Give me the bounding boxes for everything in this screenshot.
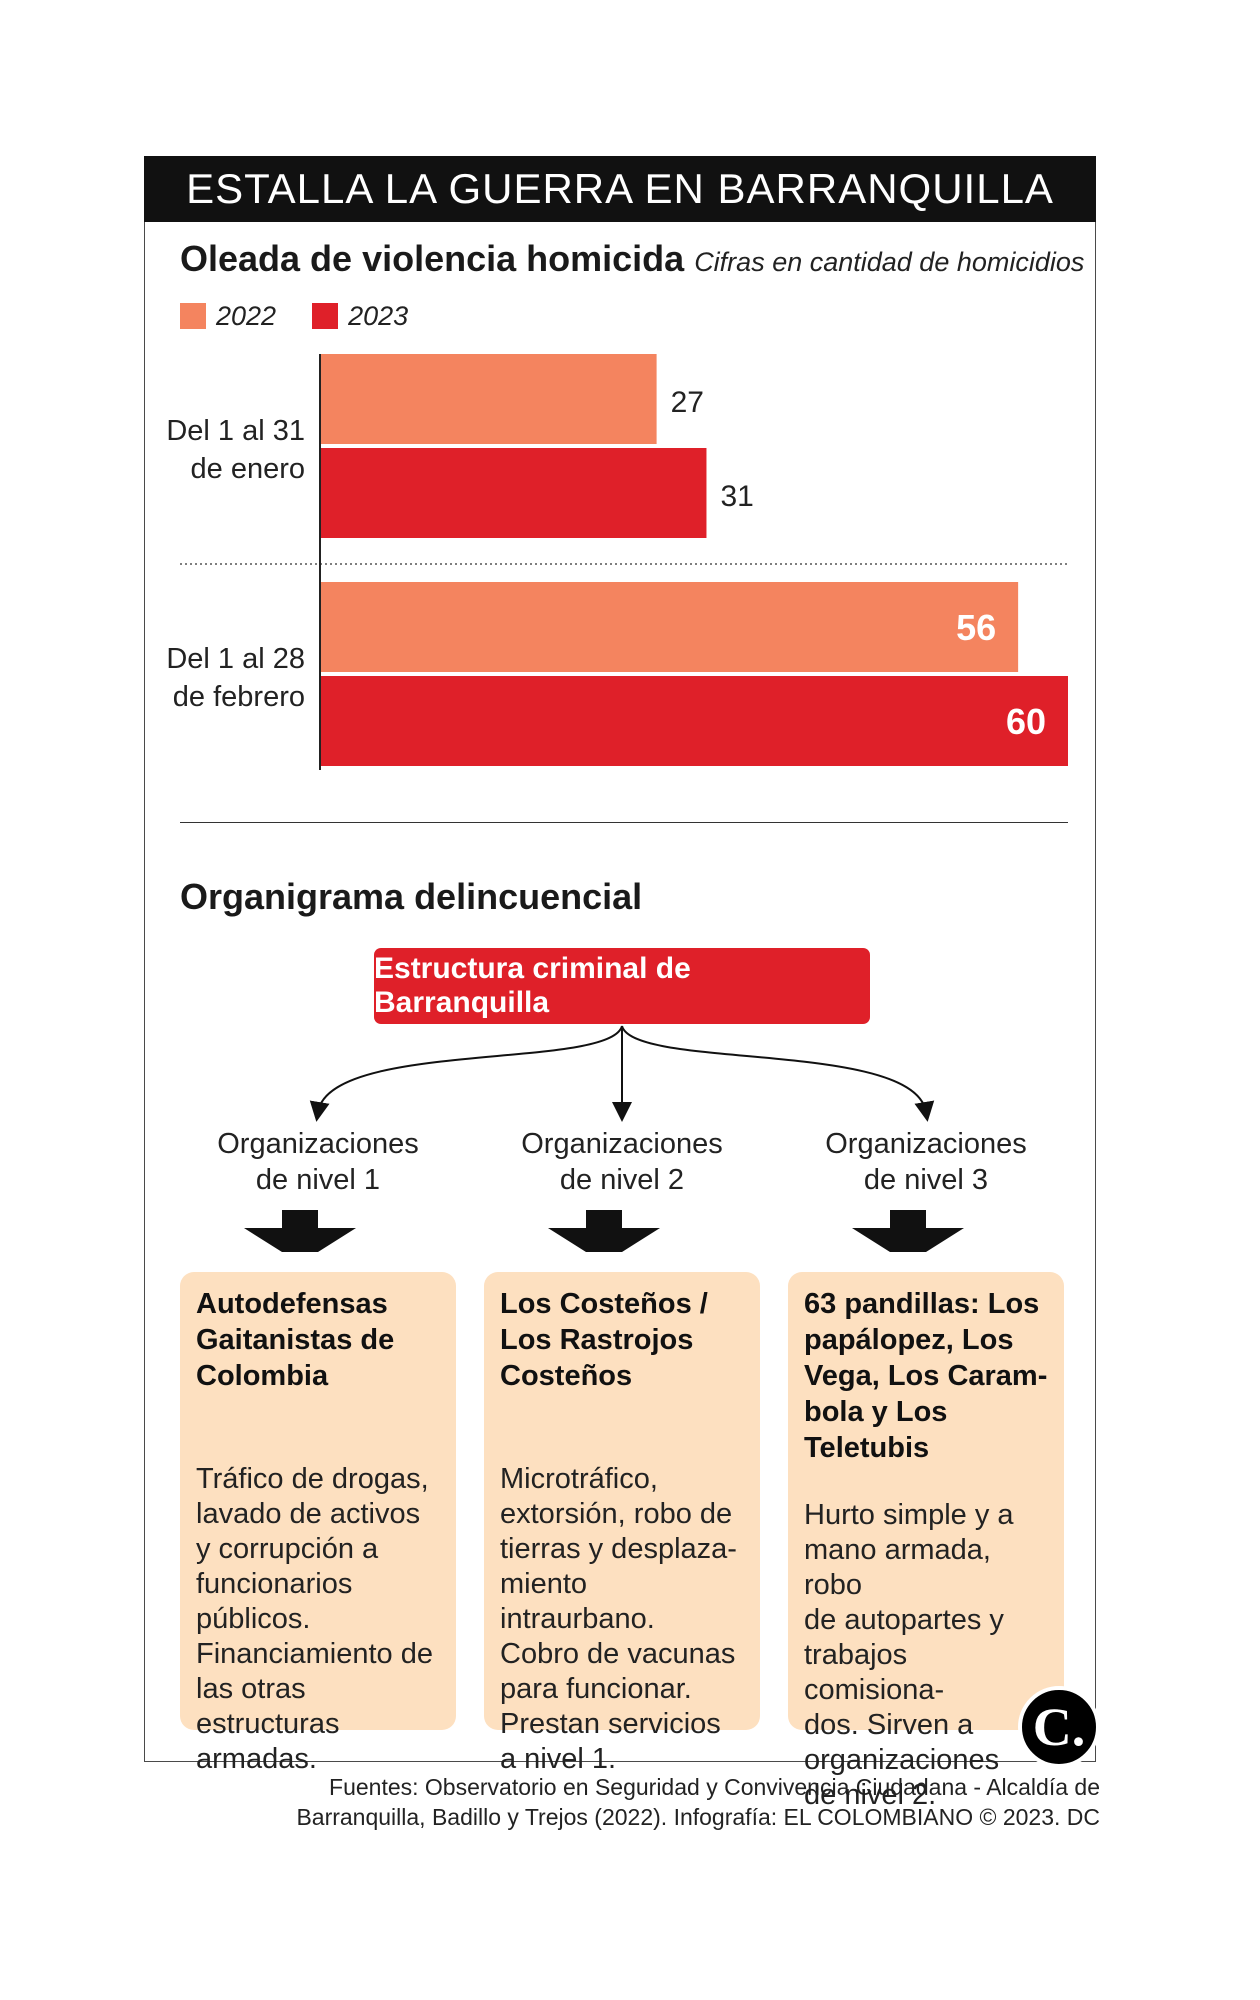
page-title: ESTALLA LA GUERRA EN BARRANQUILLA <box>144 156 1096 222</box>
bar-2023-cat2 <box>320 676 1068 766</box>
legend-swatch-2023 <box>312 303 339 329</box>
level-3-card-description: Hurto simple y a mano armada, robo de au… <box>804 1499 1014 1811</box>
level-2-card-description: Microtráfico, extorsión, robo de tierras… <box>500 1463 737 1775</box>
data-label-2023-cat1: 31 <box>720 480 753 513</box>
legend-label-2022: 2022 <box>216 300 277 331</box>
legend-item-2022: 2022 <box>180 301 276 332</box>
category-label-1-line1: Del 1 al 31 <box>166 415 305 447</box>
chart-legend: 2022 2023 <box>180 298 408 334</box>
legend-item-2023: 2023 <box>312 301 408 332</box>
level-1-card-title: Autodefensas Gaitanistas de Colombia <box>196 1288 395 1392</box>
bar-2022-cat2 <box>320 582 1019 672</box>
legend-swatch-2022 <box>180 303 206 329</box>
level-3-card: 63 pandillas: Los papálopez, Los Vega, L… <box>788 1272 1064 1811</box>
bar-2022-cat1 <box>320 354 657 444</box>
level-2-card: Los Costeños / Los Rastrojos Costeños Mi… <box>484 1272 760 1775</box>
level-3-label: Organizaciones de nivel 3 <box>825 1128 1027 1196</box>
chart-subtitle: Cifras en cantidad de homicidios <box>694 247 1085 277</box>
org-root-box: Estructura criminal de Barranquilla <box>374 948 870 1024</box>
data-label-2022-cat2: 56 <box>956 607 996 648</box>
footer-sources: Fuentes: Observatorio en Seguridad y Con… <box>296 1774 1100 1830</box>
el-colombiano-logo: C. <box>1018 1686 1100 1768</box>
legend-label-2023: 2023 <box>348 300 409 331</box>
category-label-1-line2: de enero <box>191 453 306 485</box>
bar-2023-cat1 <box>320 448 707 538</box>
level-2-card-title: Los Costeños / Los Rastrojos Costeños <box>500 1288 708 1392</box>
data-label-2023-cat2: 60 <box>1006 701 1046 742</box>
level-1-card-description: Tráfico de drogas, lavado de activos y c… <box>196 1463 433 1775</box>
category-label-2-line2: de febrero <box>173 681 305 713</box>
chart-title: Oleada de violencia homicida <box>180 238 685 279</box>
level-2-label: Organizaciones de nivel 2 <box>521 1128 723 1196</box>
level-1-label: Organizaciones de nivel 1 <box>217 1128 419 1196</box>
section-divider <box>180 822 1068 823</box>
data-label-2022-cat1: 27 <box>671 386 704 419</box>
level-3-card-title: 63 pandillas: Los papálopez, Los Vega, L… <box>804 1288 1048 1464</box>
chart-heading: Oleada de violencia homicida Cifras en c… <box>180 238 1084 290</box>
org-chart-title: Organigrama delincuencial <box>180 876 643 917</box>
category-label-2-line1: Del 1 al 28 <box>166 643 305 675</box>
bar-chart: 27 31 Del 1 al 31 de enero 56 60 Del 1 al 28 de… <box>166 354 1068 770</box>
level-1-card: Autodefensas Gaitanistas de Colombia Trá… <box>180 1272 456 1775</box>
